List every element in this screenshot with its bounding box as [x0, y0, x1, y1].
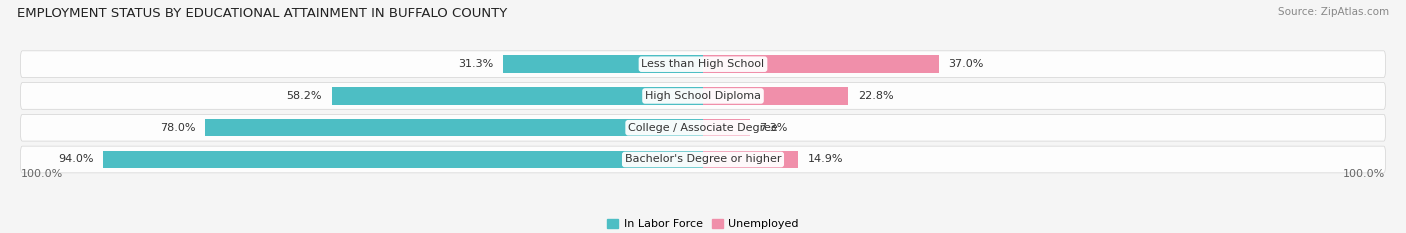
Text: EMPLOYMENT STATUS BY EDUCATIONAL ATTAINMENT IN BUFFALO COUNTY: EMPLOYMENT STATUS BY EDUCATIONAL ATTAINM… [17, 7, 508, 20]
Text: 58.2%: 58.2% [287, 91, 322, 101]
Bar [703, 87, 848, 105]
FancyBboxPatch shape [20, 146, 1386, 173]
FancyBboxPatch shape [20, 83, 1386, 109]
FancyBboxPatch shape [20, 114, 1386, 141]
Text: Source: ZipAtlas.com: Source: ZipAtlas.com [1278, 7, 1389, 17]
Text: Bachelor's Degree or higher: Bachelor's Degree or higher [624, 154, 782, 164]
Legend: In Labor Force, Unemployed: In Labor Force, Unemployed [607, 219, 799, 229]
Text: 78.0%: 78.0% [160, 123, 195, 133]
Text: College / Associate Degree: College / Associate Degree [628, 123, 778, 133]
Text: 100.0%: 100.0% [1343, 169, 1385, 179]
Bar [104, 151, 703, 168]
Bar [503, 55, 703, 73]
Bar [332, 87, 703, 105]
Text: 94.0%: 94.0% [58, 154, 94, 164]
Bar [703, 55, 939, 73]
Text: 100.0%: 100.0% [21, 169, 63, 179]
Text: 7.3%: 7.3% [759, 123, 787, 133]
Text: 31.3%: 31.3% [458, 59, 494, 69]
Bar [205, 119, 703, 137]
FancyBboxPatch shape [20, 51, 1386, 78]
Text: 14.9%: 14.9% [807, 154, 844, 164]
Text: Less than High School: Less than High School [641, 59, 765, 69]
Bar [703, 151, 799, 168]
Bar [703, 119, 749, 137]
Text: 22.8%: 22.8% [858, 91, 894, 101]
Text: High School Diploma: High School Diploma [645, 91, 761, 101]
Text: 37.0%: 37.0% [949, 59, 984, 69]
